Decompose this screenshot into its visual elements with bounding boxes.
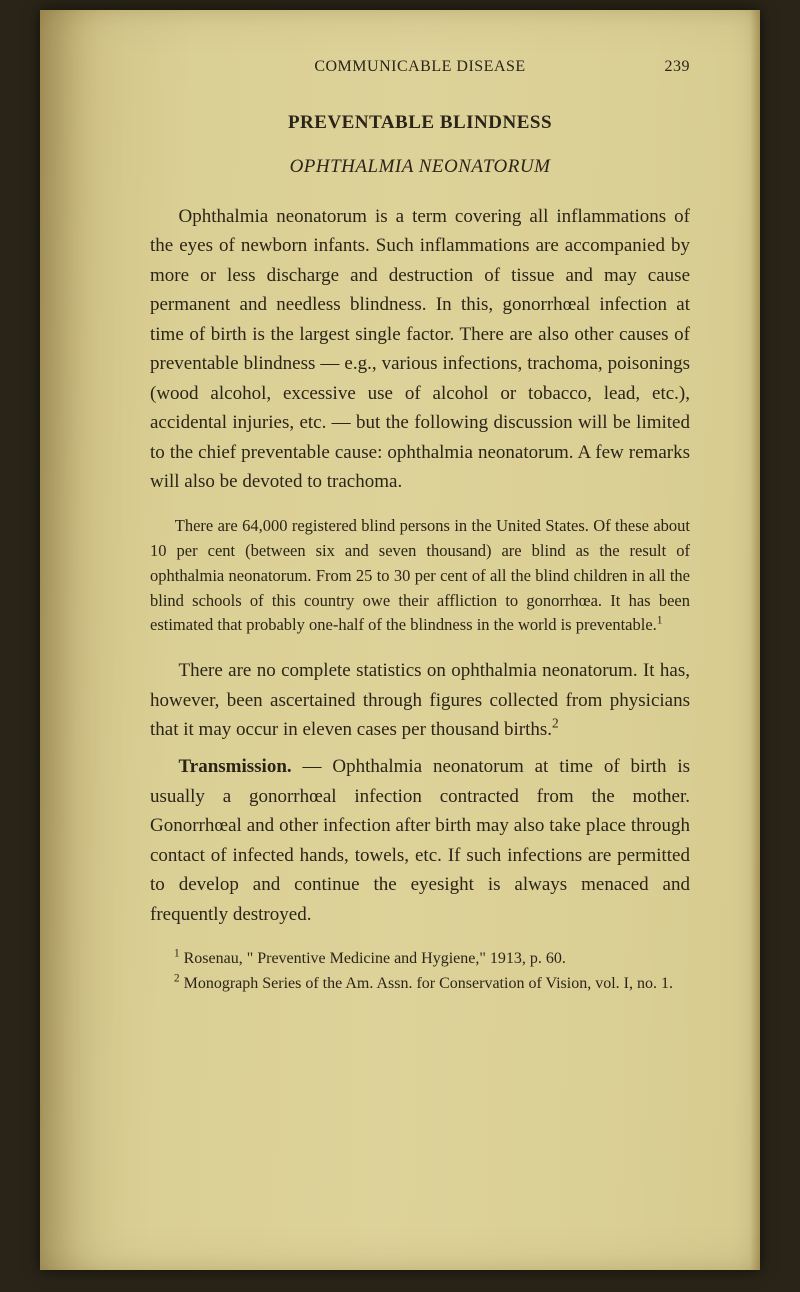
paragraph-stats-small: There are 64,000 registered blind person… [150,514,690,638]
paragraph-stats-text: There are 64,000 registered blind person… [150,516,690,634]
subsection-title: OPHTHALMIA NEONATORUM [150,156,690,178]
running-head: COMMUNICABLE DISEASE 239 [150,58,690,76]
footnote-1-text: Rosenau, " Preventive Medicine and Hygie… [180,950,566,967]
page-number: 239 [640,58,690,76]
footnote-2-text: Monograph Series of the Am. Assn. for Co… [180,975,673,992]
paragraph-transmission: Transmission. — Ophthalmia neonatorum at… [150,752,690,929]
transmission-lead: Transmission. [179,756,292,777]
paragraph-intro: Ophthalmia neonatorum is a term covering… [150,202,690,496]
book-page: COMMUNICABLE DISEASE 239 PREVENTABLE BLI… [40,10,760,1270]
running-head-spacer [150,58,200,76]
running-title: COMMUNICABLE DISEASE [200,58,640,76]
footnote-ref-2: 2 [552,716,559,731]
paragraph-statistics: There are no complete statistics on opht… [150,656,690,744]
footnote-1: 1 Rosenau, " Preventive Medicine and Hyg… [150,947,690,970]
footnote-ref-1: 1 [657,615,663,627]
footnote-2: 2 Monograph Series of the Am. Assn. for … [150,972,690,995]
transmission-body: — Ophthalmia neonatorum at time of birth… [150,756,690,924]
paragraph-statistics-text: There are no complete statistics on opht… [150,660,690,740]
section-title: PREVENTABLE BLINDNESS [150,112,690,134]
